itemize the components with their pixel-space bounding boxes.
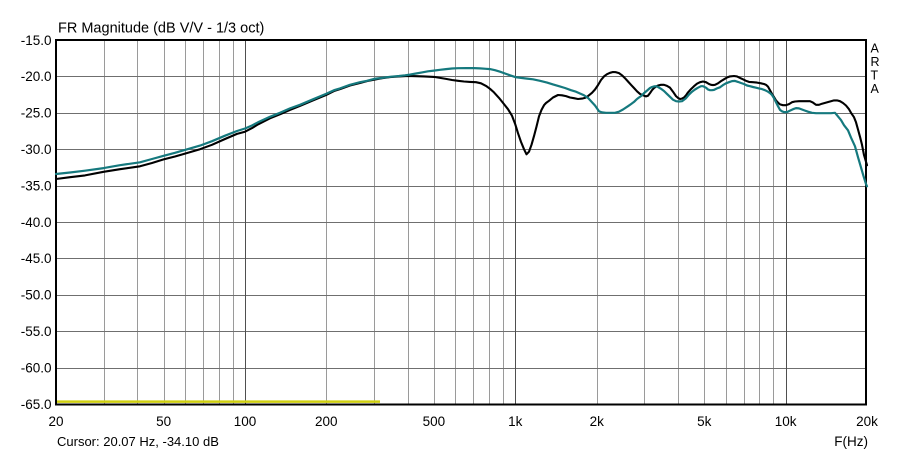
- svg-text:-60.0: -60.0: [21, 360, 52, 375]
- svg-text:Cursor: 20.07 Hz, -34.10 dB: Cursor: 20.07 Hz, -34.10 dB: [57, 434, 219, 449]
- svg-text:5k: 5k: [697, 414, 712, 429]
- svg-text:-15.0: -15.0: [21, 33, 52, 48]
- svg-text:20: 20: [48, 414, 63, 429]
- svg-text:F(Hz): F(Hz): [834, 434, 868, 449]
- svg-text:50: 50: [156, 414, 171, 429]
- svg-text:-40.0: -40.0: [21, 215, 52, 230]
- svg-text:100: 100: [234, 414, 257, 429]
- svg-text:FR Magnitude (dB V/V - 1/3 oct: FR Magnitude (dB V/V - 1/3 oct): [58, 20, 264, 36]
- svg-text:-35.0: -35.0: [21, 178, 52, 193]
- svg-text:200: 200: [315, 414, 338, 429]
- svg-text:-55.0: -55.0: [21, 324, 52, 339]
- svg-text:20k: 20k: [856, 414, 878, 429]
- svg-text:2k: 2k: [590, 414, 605, 429]
- svg-text:A: A: [871, 82, 880, 96]
- svg-text:R: R: [871, 55, 880, 69]
- svg-text:-65.0: -65.0: [21, 397, 52, 412]
- svg-text:-45.0: -45.0: [21, 251, 52, 266]
- svg-text:T: T: [871, 69, 879, 83]
- svg-text:-25.0: -25.0: [21, 106, 52, 121]
- svg-text:500: 500: [423, 414, 446, 429]
- svg-text:-30.0: -30.0: [21, 142, 52, 157]
- svg-text:-20.0: -20.0: [21, 69, 52, 84]
- svg-text:A: A: [871, 42, 880, 56]
- svg-text:1k: 1k: [508, 414, 523, 429]
- svg-text:-50.0: -50.0: [21, 288, 52, 303]
- svg-text:10k: 10k: [775, 414, 797, 429]
